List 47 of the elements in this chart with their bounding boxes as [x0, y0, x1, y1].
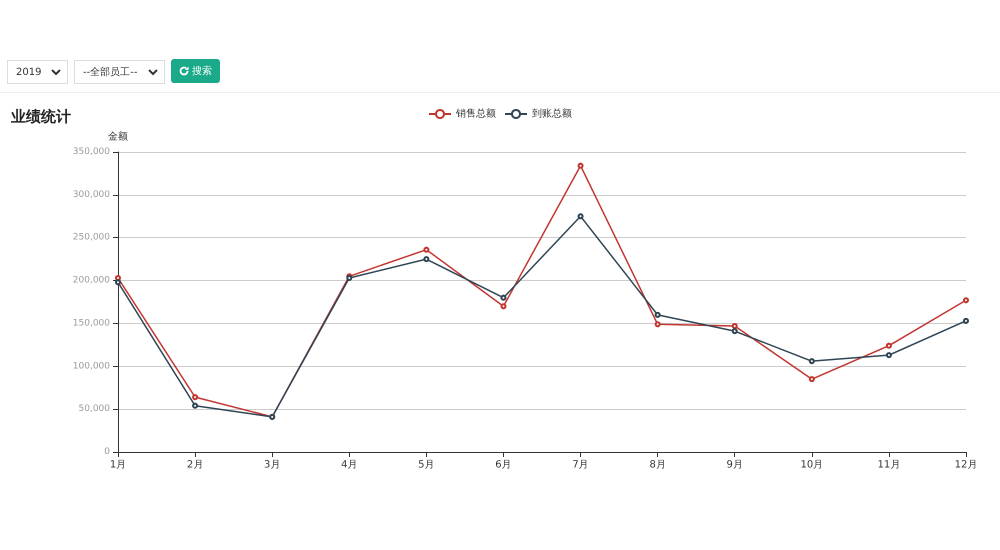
chart-title: 业绩统计 — [10, 108, 71, 126]
point — [886, 342, 892, 349]
x-tick-label: 6月 — [495, 460, 512, 470]
x-tick-label: 2月 — [186, 460, 204, 470]
point — [115, 275, 121, 281]
point — [192, 394, 198, 400]
x-tick-label: 9月 — [726, 460, 743, 470]
point — [808, 358, 815, 364]
x-tick-label: 8月 — [649, 460, 666, 470]
y-tick-label: 100,000 — [72, 361, 110, 372]
legend-label: 到账总额 — [532, 108, 572, 120]
point — [578, 162, 584, 169]
point — [115, 279, 121, 286]
x-tick-label: 11月 — [878, 460, 900, 470]
point — [654, 321, 661, 328]
x-tick-label: 4月 — [341, 460, 358, 470]
legend-label: 销售总额 — [455, 108, 496, 120]
point — [423, 256, 430, 262]
point — [500, 303, 506, 310]
point — [192, 402, 198, 409]
text: 2019 — [16, 66, 42, 78]
x-tick-label: 7月 — [572, 460, 589, 470]
point — [808, 376, 815, 382]
x-tick-label: 3月 — [264, 460, 280, 470]
x-tick-label: 10月 — [800, 460, 824, 470]
y-axis-title: 金额 — [108, 130, 128, 142]
y-tick-label: 250,000 — [72, 232, 110, 243]
point — [963, 318, 969, 324]
point — [732, 323, 738, 329]
text: --全部员工-- — [83, 66, 138, 79]
point — [578, 213, 584, 220]
x-tick-label: 5月 — [418, 460, 435, 470]
x-tick-label: 12月 — [954, 460, 978, 470]
x-tick-label: 1月 — [110, 460, 126, 470]
y-tick-label: 200,000 — [72, 276, 110, 286]
point — [423, 246, 430, 253]
y-tick-label: 0 — [104, 447, 110, 457]
y-tick-label: 350,000 — [72, 147, 110, 157]
point — [654, 312, 661, 318]
point — [732, 328, 738, 334]
y-tick-label: 150,000 — [72, 318, 110, 328]
point — [500, 294, 506, 301]
point — [963, 297, 969, 304]
y-tick-label: 50,000 — [78, 404, 110, 414]
text: 搜索 — [192, 64, 212, 78]
point — [886, 352, 892, 358]
y-tick-label: 300,000 — [72, 190, 110, 200]
